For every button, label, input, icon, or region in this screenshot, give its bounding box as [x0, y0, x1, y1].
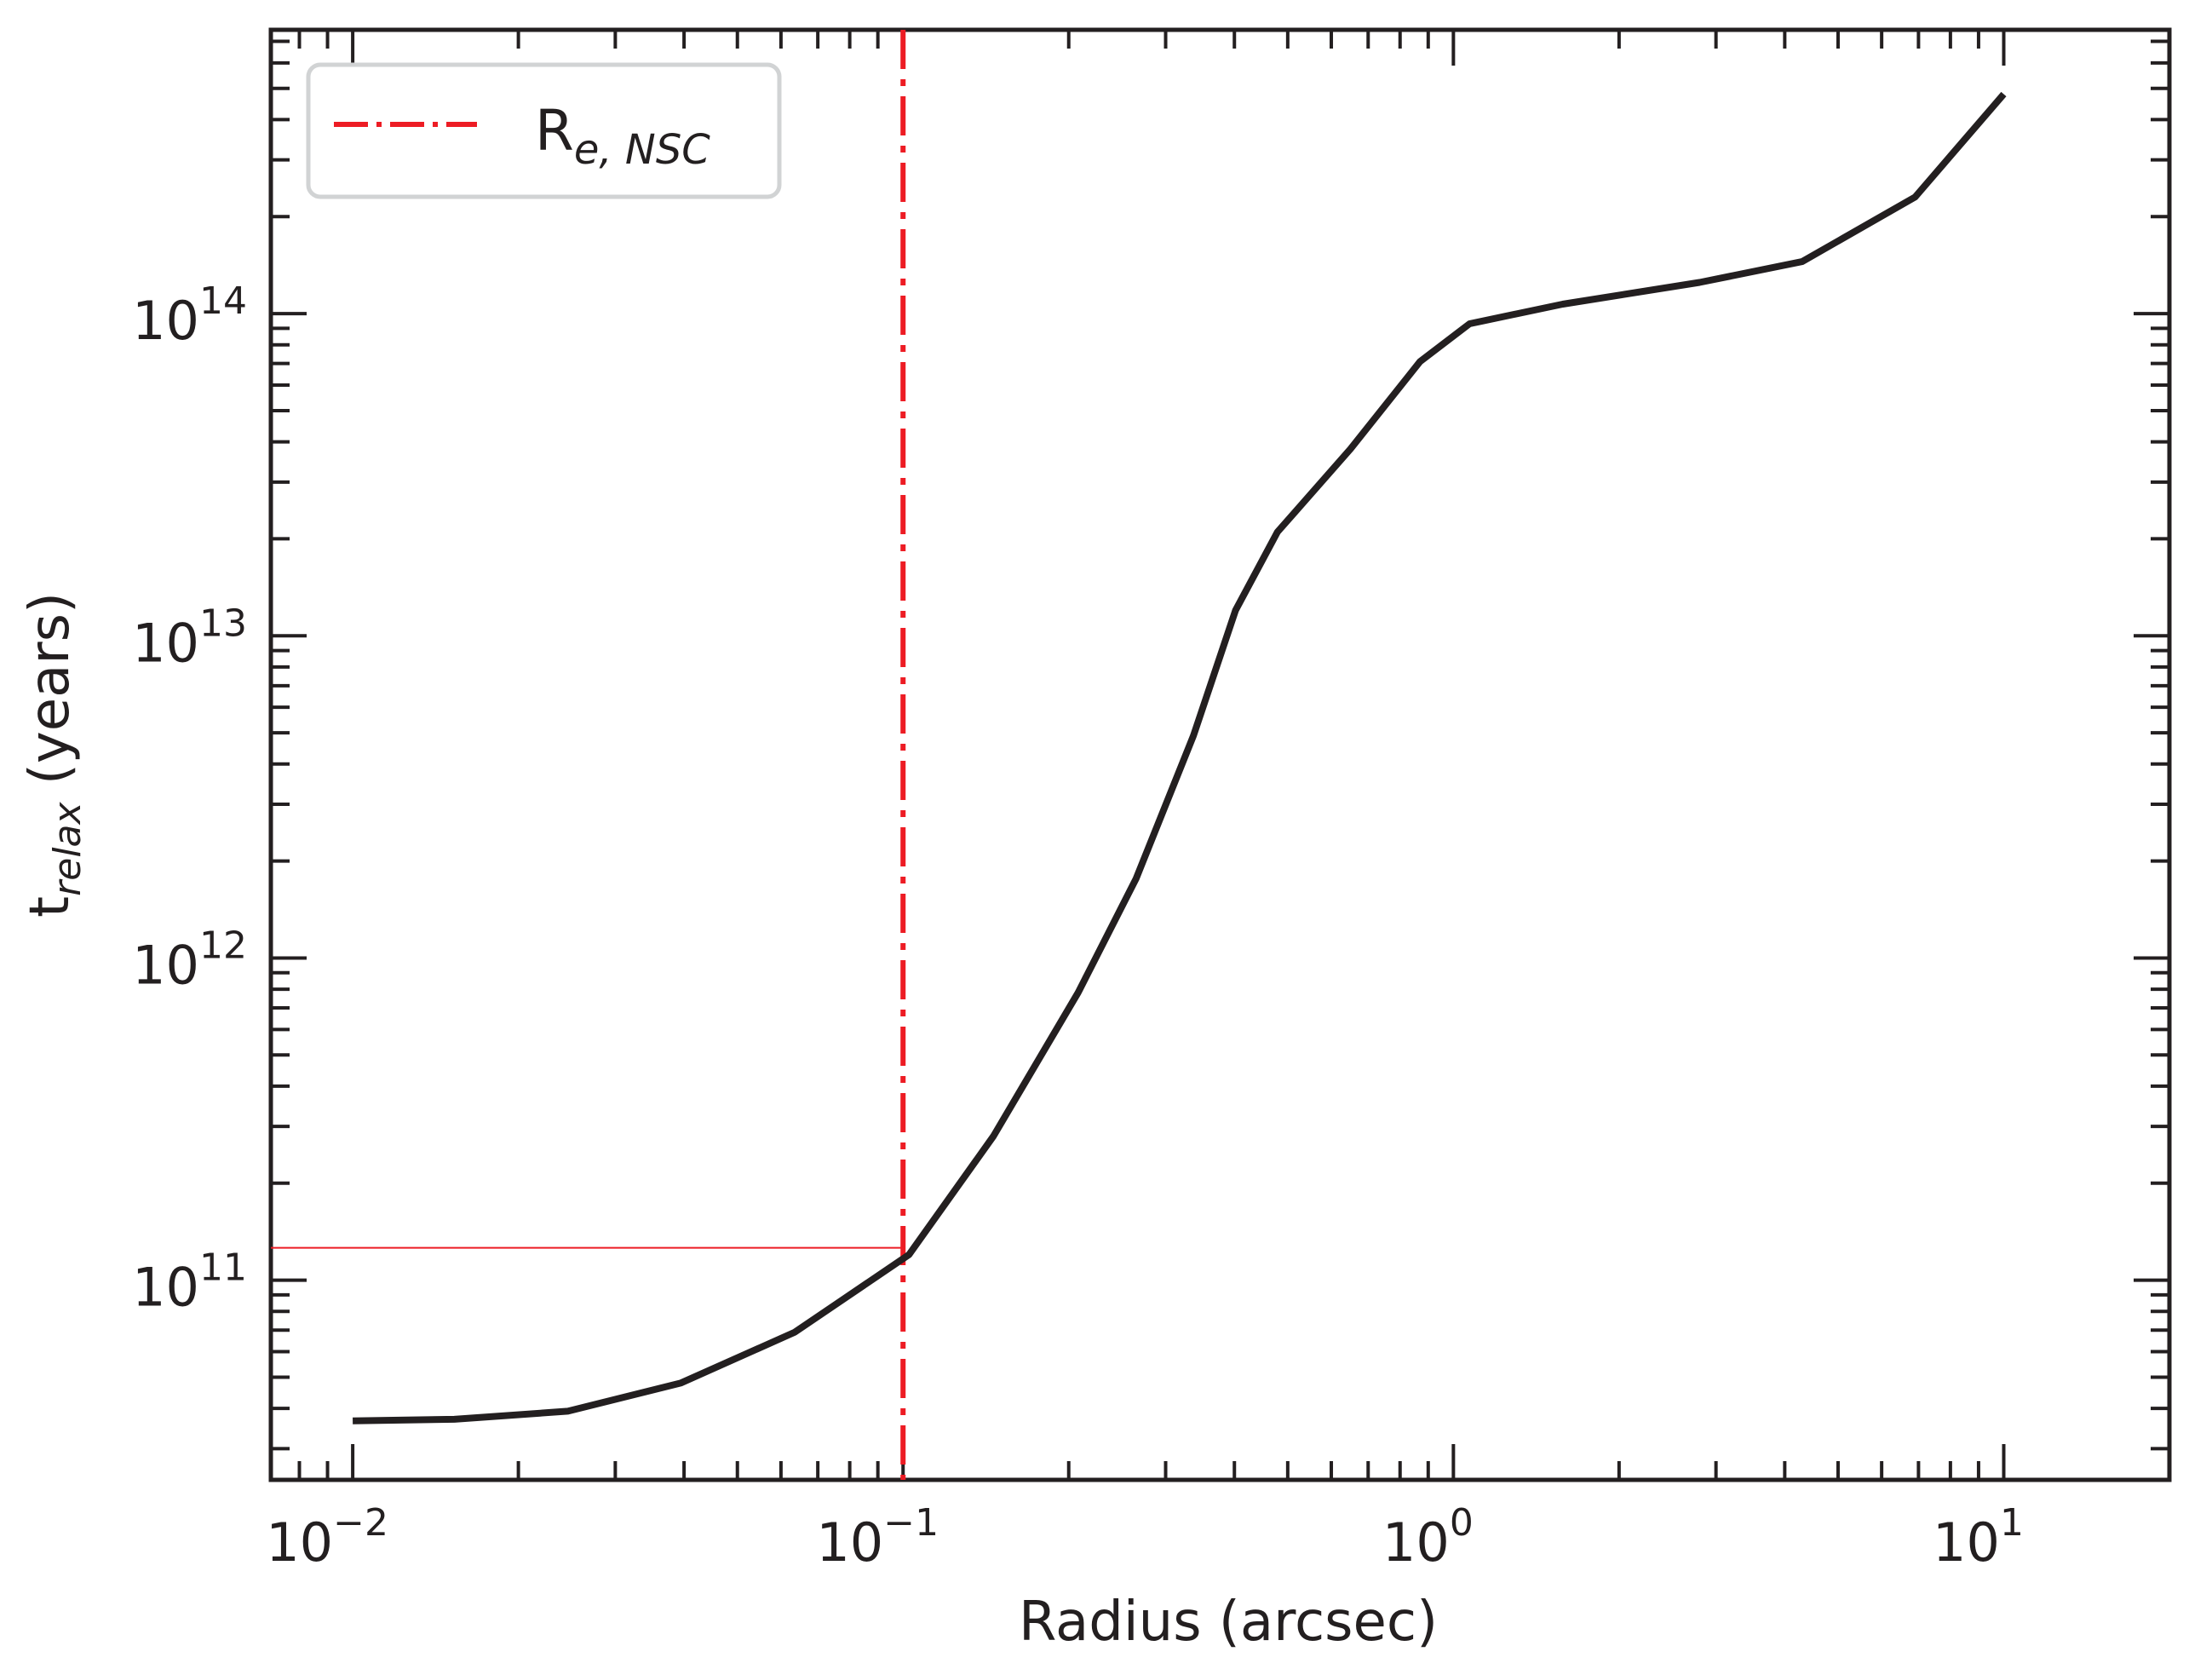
y-axis-title: trelax (years)	[19, 592, 89, 918]
x-axis-title: Radius (arcsec)	[1019, 1591, 1438, 1654]
y-tick-label: 1011	[132, 1246, 247, 1319]
t-relax-curve	[353, 91, 2007, 1424]
y-tick-label: 1013	[132, 601, 247, 674]
x-tick-label: 100	[1382, 1501, 1474, 1574]
y-axis-title-main: t	[19, 896, 82, 918]
y-tick-label: 1012	[132, 924, 247, 996]
x-tick-labels: 10−2 10−1 100 101	[266, 1501, 2024, 1574]
legend: Re, NSC	[306, 62, 782, 199]
legend-label: Re, NSC	[535, 98, 710, 174]
x-tick-label: 10−2	[266, 1501, 388, 1574]
y-tick-labels: 1011 1012 1013 1014	[132, 279, 247, 1319]
legend-label-main: R	[535, 98, 574, 164]
y-tick-label: 1014	[132, 279, 247, 352]
x-tick-label: 101	[1933, 1501, 2024, 1574]
legend-box	[306, 62, 782, 199]
plot-frame	[268, 27, 2172, 1482]
svg-text:trelax (years): trelax (years)	[19, 592, 89, 918]
y-axis-title-unit: (years)	[19, 592, 82, 802]
axis-ticks	[271, 30, 2171, 1480]
x-tick-label: 10−1	[816, 1501, 939, 1574]
legend-label-sub: e, NSC	[574, 126, 710, 174]
y-axis-title-sub: relax	[46, 802, 89, 896]
